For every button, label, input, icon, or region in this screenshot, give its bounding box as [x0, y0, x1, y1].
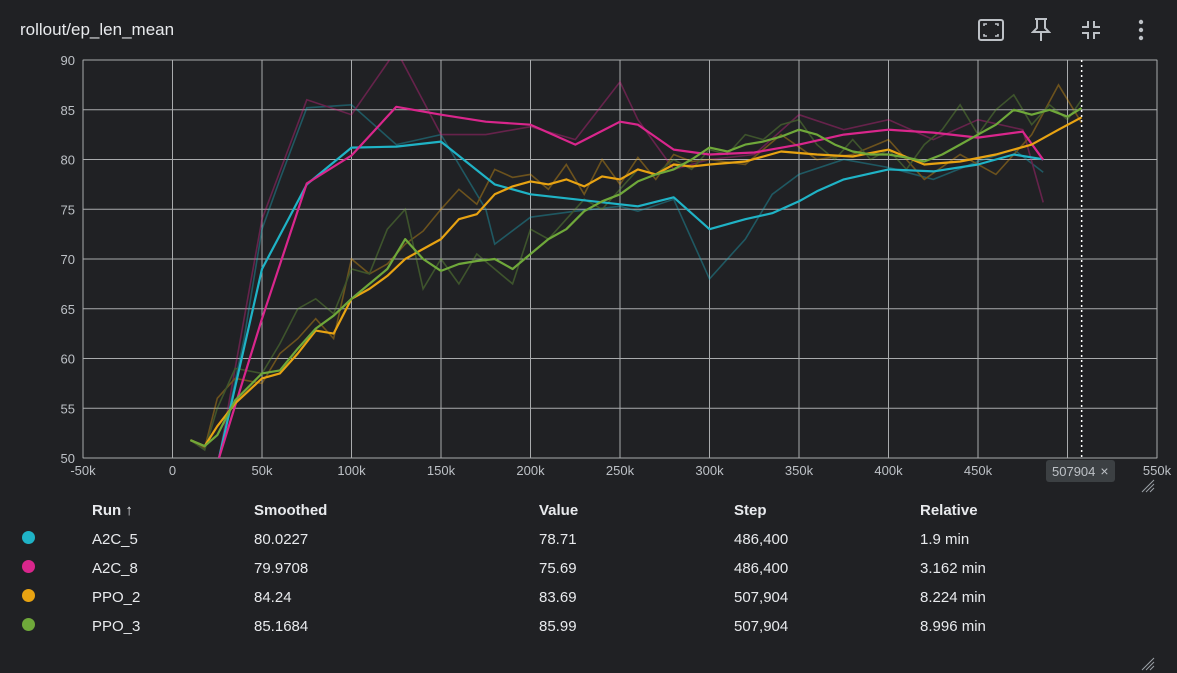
collapse-button[interactable] — [1069, 14, 1113, 46]
run-color-dot — [22, 560, 35, 573]
table-row[interactable]: PPO_3 85.1684 85.99 507,904 8.996 min — [22, 612, 1040, 641]
value-column-header[interactable]: Value — [539, 501, 579, 519]
runs-table-header: Run ↑ Smoothed Value Step Relative — [22, 495, 1040, 525]
x-tick-label: 100k — [337, 463, 366, 478]
smoothed-value: 80.0227 — [254, 531, 309, 548]
smoothed-value: 84.24 — [254, 589, 292, 606]
series-line-PPO_3[interactable] — [189, 107, 1083, 448]
run-name: A2C_8 — [92, 560, 138, 577]
resize-handle-icon[interactable] — [1141, 479, 1155, 493]
smoothed-value: 85.1684 — [254, 618, 309, 635]
relative-time: 3.162 min — [920, 560, 986, 577]
y-tick-label: 90 — [61, 53, 75, 68]
y-tick-label: 65 — [61, 302, 75, 317]
raw-value: 78.71 — [539, 531, 577, 548]
step-value: 486,400 — [734, 531, 789, 548]
x-tick-label: 50k — [252, 463, 273, 478]
series-line-A2C_5[interactable] — [217, 140, 1044, 458]
series-raw-line-PPO_3 — [189, 93, 1083, 452]
step-cursor-badge: 507904 × — [1046, 460, 1115, 482]
y-tick-label: 50 — [61, 451, 75, 466]
x-tick-label: 150k — [427, 463, 456, 478]
table-row[interactable]: A2C_8 79.9708 75.69 486,400 3.162 min — [22, 554, 1040, 583]
relative-column-header[interactable]: Relative — [920, 501, 978, 519]
pin-icon — [1031, 18, 1051, 41]
x-tick-label: -50k — [70, 463, 96, 478]
run-name: PPO_3 — [92, 618, 141, 635]
raw-value: 75.69 — [539, 560, 577, 577]
x-tick-label: 0 — [169, 463, 176, 478]
series-line-A2C_8[interactable] — [217, 105, 1045, 458]
relative-time: 8.996 min — [920, 618, 986, 635]
step-value: 507,904 — [734, 618, 789, 635]
x-tick-label: 300k — [695, 463, 724, 478]
collapse-icon — [1082, 21, 1100, 39]
x-tick-label: 550k — [1143, 463, 1172, 478]
run-name: PPO_2 — [92, 589, 141, 606]
series-line-PPO_2[interactable] — [189, 116, 1083, 448]
pin-button[interactable] — [1019, 14, 1063, 46]
run-name: A2C_5 — [92, 531, 138, 548]
relative-time: 8.224 min — [920, 589, 986, 606]
run-column-header[interactable]: Run ↑ — [92, 501, 133, 519]
y-tick-label: 75 — [61, 202, 75, 217]
step-cursor-value: 507904 — [1052, 463, 1096, 479]
smoothed-column-header[interactable]: Smoothed — [254, 501, 328, 519]
x-tick-label: 400k — [874, 463, 903, 478]
x-tick-label: 200k — [516, 463, 545, 478]
raw-value: 83.69 — [539, 589, 577, 606]
fit-screen-icon — [978, 19, 1004, 41]
series-raw-line-A2C_8 — [218, 60, 1044, 458]
y-tick-label: 80 — [61, 153, 75, 168]
y-tick-label: 60 — [61, 352, 75, 367]
series-raw-line-A2C_5 — [218, 103, 1044, 458]
series-raw-line-PPO_2 — [190, 83, 1083, 450]
runs-table: Run ↑ Smoothed Value Step Relative A2C_5… — [22, 495, 1040, 641]
table-row[interactable]: PPO_2 84.24 83.69 507,904 8.224 min — [22, 583, 1040, 612]
line-chart[interactable]: 50 55 60 65 70 75 80 85 90 -50k 0 50k 100k 150k 200k 25… — [0, 0, 1177, 490]
color-column-header — [22, 495, 92, 525]
x-tick-label: 450k — [964, 463, 993, 478]
chart-title: rollout/ep_len_mean — [20, 20, 175, 39]
more-button[interactable] — [1119, 14, 1163, 46]
table-row[interactable]: A2C_5 80.0227 78.71 486,400 1.9 min — [22, 525, 1040, 554]
clear-cursor-button[interactable]: × — [1100, 463, 1109, 479]
x-tick-label: 350k — [785, 463, 814, 478]
y-tick-label: 70 — [61, 252, 75, 267]
x-tick-label: 250k — [606, 463, 635, 478]
chart-toolbar — [969, 14, 1163, 46]
step-value: 507,904 — [734, 589, 789, 606]
run-color-dot — [22, 618, 35, 631]
raw-value: 85.99 — [539, 618, 577, 635]
smoothed-value: 79.9708 — [254, 560, 309, 577]
step-value: 486,400 — [734, 560, 789, 577]
run-color-dot — [22, 589, 35, 602]
y-tick-label: 55 — [61, 401, 75, 416]
resize-handle-icon[interactable] — [1141, 657, 1155, 671]
relative-time: 1.9 min — [920, 531, 970, 548]
fit-domain-button[interactable] — [969, 14, 1013, 46]
more-vert-icon — [1138, 19, 1144, 41]
y-tick-label: 85 — [61, 103, 75, 118]
run-color-dot — [22, 531, 35, 544]
step-column-header[interactable]: Step — [734, 501, 767, 519]
